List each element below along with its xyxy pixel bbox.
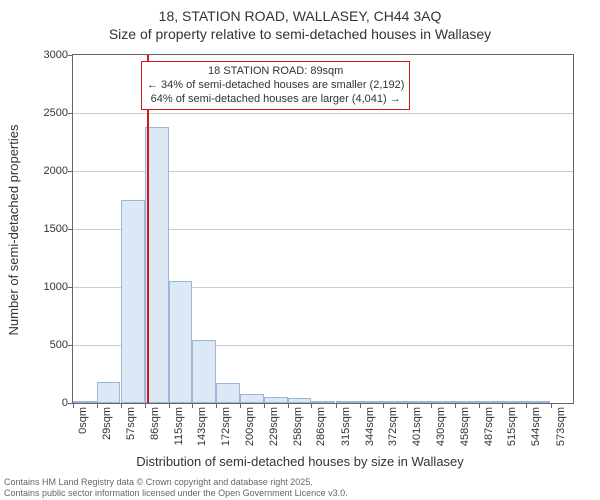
xtick-label: 229sqm (268, 407, 280, 446)
ytick-label: 2000 (28, 165, 68, 177)
xtick-mark (479, 403, 480, 408)
histogram-bar (383, 401, 407, 403)
histogram-bar (121, 200, 145, 403)
xtick-label: 172sqm (220, 407, 232, 446)
xtick-mark (526, 403, 527, 408)
xtick-mark (288, 403, 289, 408)
annotation-line: 64% of semi-detached houses are larger (… (147, 93, 404, 107)
ytick-label: 2500 (28, 107, 68, 119)
xtick-label: 0sqm (77, 407, 89, 434)
ytick-mark (68, 229, 73, 230)
xtick-label: 515sqm (506, 407, 518, 446)
xtick-mark (240, 403, 241, 408)
histogram-bar (192, 340, 216, 403)
xtick-label: 544sqm (530, 407, 542, 446)
histogram-bar (288, 398, 311, 403)
xtick-label: 143sqm (196, 407, 208, 446)
histogram-bar (407, 401, 431, 403)
xtick-label: 315sqm (340, 407, 352, 446)
ytick-label: 1000 (28, 281, 68, 293)
annotation-line: ← 34% of semi-detached houses are smalle… (147, 79, 404, 93)
xtick-label: 57sqm (125, 407, 137, 440)
x-axis-label: Distribution of semi-detached houses by … (0, 454, 600, 469)
histogram-bar (360, 401, 383, 403)
annotation-line: 18 STATION ROAD: 89sqm (147, 65, 404, 79)
xtick-mark (145, 403, 146, 408)
xtick-mark (73, 403, 74, 408)
xtick-mark (192, 403, 193, 408)
footer-line1: Contains HM Land Registry data © Crown c… (4, 477, 348, 487)
ytick-label: 3000 (28, 49, 68, 61)
xtick-mark (97, 403, 98, 408)
ytick-mark (68, 113, 73, 114)
ytick-label: 500 (28, 339, 68, 351)
chart-title-line2: Size of property relative to semi-detach… (0, 26, 600, 44)
xtick-mark (336, 403, 337, 408)
footer-attribution: Contains HM Land Registry data © Crown c… (4, 477, 348, 498)
histogram-bar (526, 401, 550, 403)
ytick-mark (68, 55, 73, 56)
xtick-label: 115sqm (173, 407, 185, 445)
histogram-bar (264, 397, 288, 403)
xtick-mark (407, 403, 408, 408)
histogram-bar (479, 401, 502, 403)
histogram-bar (240, 394, 264, 403)
xtick-mark (383, 403, 384, 408)
y-axis-label: Number of semi-detached properties (6, 125, 21, 336)
xtick-label: 200sqm (244, 407, 256, 446)
xtick-label: 573sqm (555, 407, 567, 446)
xtick-mark (216, 403, 217, 408)
histogram-bar (169, 281, 192, 403)
xtick-mark (551, 403, 552, 408)
xtick-mark (455, 403, 456, 408)
xtick-label: 29sqm (101, 407, 113, 440)
histogram-plot-area: 0sqm29sqm57sqm86sqm115sqm143sqm172sqm200… (72, 54, 574, 404)
xtick-mark (121, 403, 122, 408)
xtick-label: 286sqm (315, 407, 327, 446)
xtick-label: 372sqm (387, 407, 399, 446)
histogram-bar (73, 401, 97, 403)
xtick-label: 487sqm (483, 407, 495, 446)
histogram-bar (455, 401, 479, 403)
footer-line2: Contains public sector information licen… (4, 488, 348, 498)
xtick-label: 458sqm (459, 407, 471, 446)
chart-title-line1: 18, STATION ROAD, WALLASEY, CH44 3AQ (0, 8, 600, 26)
histogram-bar (216, 383, 239, 403)
xtick-label: 258sqm (292, 407, 304, 446)
ytick-mark (68, 345, 73, 346)
xtick-label: 430sqm (435, 407, 447, 446)
ytick-mark (68, 287, 73, 288)
histogram-bar (311, 401, 335, 403)
histogram-bar (502, 401, 526, 403)
xtick-label: 344sqm (364, 407, 376, 446)
xtick-mark (502, 403, 503, 408)
xtick-label: 401sqm (411, 407, 423, 446)
chart-title-block: 18, STATION ROAD, WALLASEY, CH44 3AQ Siz… (0, 0, 600, 43)
histogram-bar (336, 401, 360, 403)
xtick-mark (311, 403, 312, 408)
xtick-mark (169, 403, 170, 408)
xtick-label: 86sqm (149, 407, 161, 440)
histogram-bar (97, 382, 120, 403)
ytick-label: 1500 (28, 223, 68, 235)
xtick-mark (264, 403, 265, 408)
xtick-mark (360, 403, 361, 408)
xtick-mark (431, 403, 432, 408)
annotation-box: 18 STATION ROAD: 89sqm← 34% of semi-deta… (141, 61, 410, 110)
ytick-mark (68, 171, 73, 172)
histogram-bar (431, 401, 454, 403)
ytick-label: 0 (28, 397, 68, 409)
